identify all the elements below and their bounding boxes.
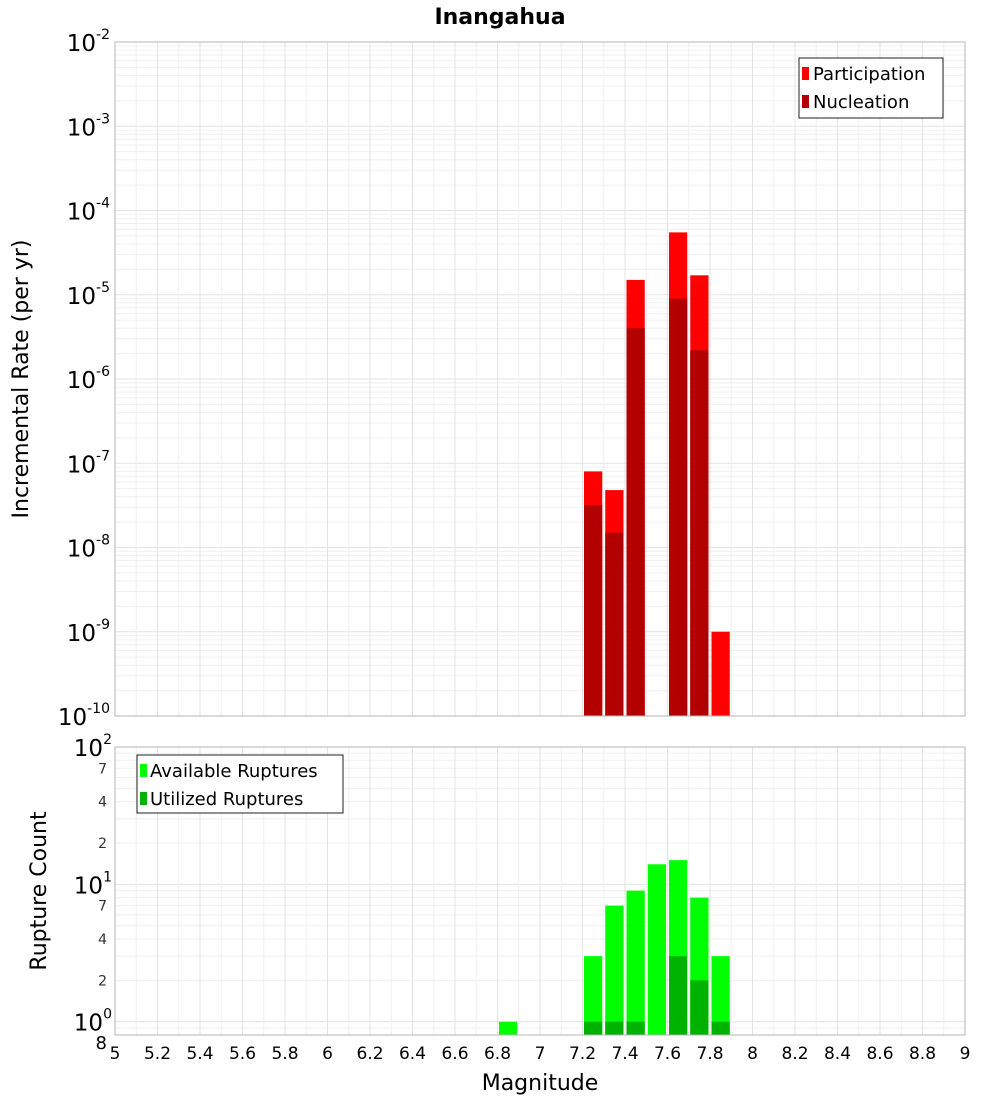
x-tick-label: 6.2 — [356, 1044, 383, 1064]
legend-swatch-participation — [802, 67, 809, 80]
top-plot-frame — [114, 41, 966, 717]
x-tick-label: 6.4 — [399, 1044, 426, 1064]
top-bars — [584, 232, 730, 716]
bar-available-ruptures — [605, 905, 624, 1035]
bar-nucleation — [584, 504, 603, 716]
bottom-legend: Available Ruptures Utilized Ruptures — [136, 754, 344, 814]
x-tick-label: 8.4 — [824, 1044, 851, 1064]
x-tick-label: 8 — [747, 1044, 758, 1064]
y-minor-tick-label: 2 — [98, 836, 107, 852]
bar-utilized-ruptures — [584, 1021, 603, 1035]
bar-available-ruptures — [499, 1021, 518, 1035]
chart-title: Inangahua — [434, 5, 565, 30]
x-tick-label: 6 — [322, 1044, 333, 1064]
bottom-legend-box — [136, 754, 344, 814]
legend-label-nucleation: Nucleation — [813, 92, 909, 113]
y-tick-label: 10-2 — [67, 27, 110, 57]
x-tick-label: 8.2 — [781, 1044, 808, 1064]
top-y-tick-labels: 10-10 10-9 10-8 10-7 10-6 10-5 10-4 10-3 10-2 — [58, 27, 110, 731]
x-tick-label: 7 — [535, 1044, 546, 1064]
bar-participation — [711, 631, 730, 716]
x-tick-label: 7.6 — [654, 1044, 681, 1064]
x-tick-label: 6.8 — [484, 1044, 511, 1064]
y-minor-tick-label: 8 — [96, 1033, 107, 1054]
y-minor-tick-label: 2 — [98, 973, 107, 989]
bar-nucleation — [669, 298, 688, 716]
legend-swatch-available — [140, 764, 147, 777]
bottom-plot-frame — [114, 746, 966, 1036]
y-tick-label: 10-8 — [67, 533, 110, 563]
x-tick-label: 7.4 — [611, 1044, 638, 1064]
y-tick-label: 10-6 — [67, 364, 110, 394]
bottom-y-tick-labels: 100 101 102 8 2 4 7 2 4 7 — [74, 732, 112, 1054]
legend-swatch-utilized — [140, 792, 147, 805]
x-tick-label: 6.6 — [441, 1044, 468, 1064]
x-tick-label: 5 — [110, 1044, 121, 1064]
top-y-axis-label: Incremental Rate (per yr) — [9, 240, 34, 519]
bottom-bars — [499, 860, 730, 1035]
x-tick-label: 8.8 — [909, 1044, 936, 1064]
y-tick-label: 10-5 — [67, 280, 110, 310]
legend-label-participation: Participation — [813, 64, 925, 85]
x-tick-label: 7.8 — [696, 1044, 723, 1064]
y-minor-tick-label: 7 — [98, 899, 107, 915]
bar-nucleation — [605, 532, 624, 716]
bottom-y-axis-label: Rupture Count — [27, 811, 52, 971]
x-tick-labels: 5 5.2 5.4 5.6 5.8 6 6.2 6.4 6.6 6.8 7 7.2 7.4 7.6 7.8 8… — [110, 1044, 971, 1064]
y-tick-label: 10-4 — [67, 196, 110, 226]
bar-utilized-ruptures — [669, 956, 688, 1035]
bar-available-ruptures — [711, 956, 730, 1035]
y-tick-label: 10-3 — [67, 111, 110, 141]
legend-swatch-nucleation — [802, 95, 809, 108]
x-tick-label: 5.4 — [186, 1044, 213, 1064]
x-tick-label: 8.6 — [866, 1044, 893, 1064]
top-legend: Participation Nucleation — [798, 57, 944, 119]
y-tick-label: 100 — [74, 1007, 112, 1037]
y-tick-label: 10-10 — [58, 701, 110, 731]
legend-label-utilized: Utilized Ruptures — [150, 789, 303, 810]
x-tick-label: 5.6 — [229, 1044, 256, 1064]
top-grid — [114, 41, 966, 717]
x-tick-label: 5.8 — [271, 1044, 298, 1064]
bar-nucleation — [626, 328, 645, 716]
y-tick-label: 101 — [74, 869, 112, 899]
legend-label-available: Available Ruptures — [150, 761, 318, 782]
x-tick-label: 7.2 — [569, 1044, 596, 1064]
y-minor-tick-label: 7 — [98, 761, 107, 777]
bar-available-ruptures — [584, 956, 603, 1035]
y-minor-tick-label: 4 — [98, 795, 107, 811]
y-tick-label: 102 — [74, 732, 112, 762]
y-tick-label: 10-7 — [67, 448, 110, 478]
bar-nucleation — [690, 350, 709, 716]
x-axis-label: Magnitude — [482, 1071, 599, 1096]
x-tick-label: 9 — [960, 1044, 971, 1064]
y-minor-tick-label: 4 — [98, 932, 107, 948]
bar-utilized-ruptures — [626, 1021, 645, 1035]
bar-utilized-ruptures — [605, 1021, 624, 1035]
y-tick-label: 10-9 — [67, 617, 110, 647]
top-legend-box — [798, 57, 944, 119]
bar-utilized-ruptures — [690, 980, 709, 1035]
x-tick-label: 5.2 — [144, 1044, 171, 1064]
bar-utilized-ruptures — [711, 1021, 730, 1035]
bar-available-ruptures — [626, 890, 645, 1035]
bar-available-ruptures — [647, 864, 666, 1035]
